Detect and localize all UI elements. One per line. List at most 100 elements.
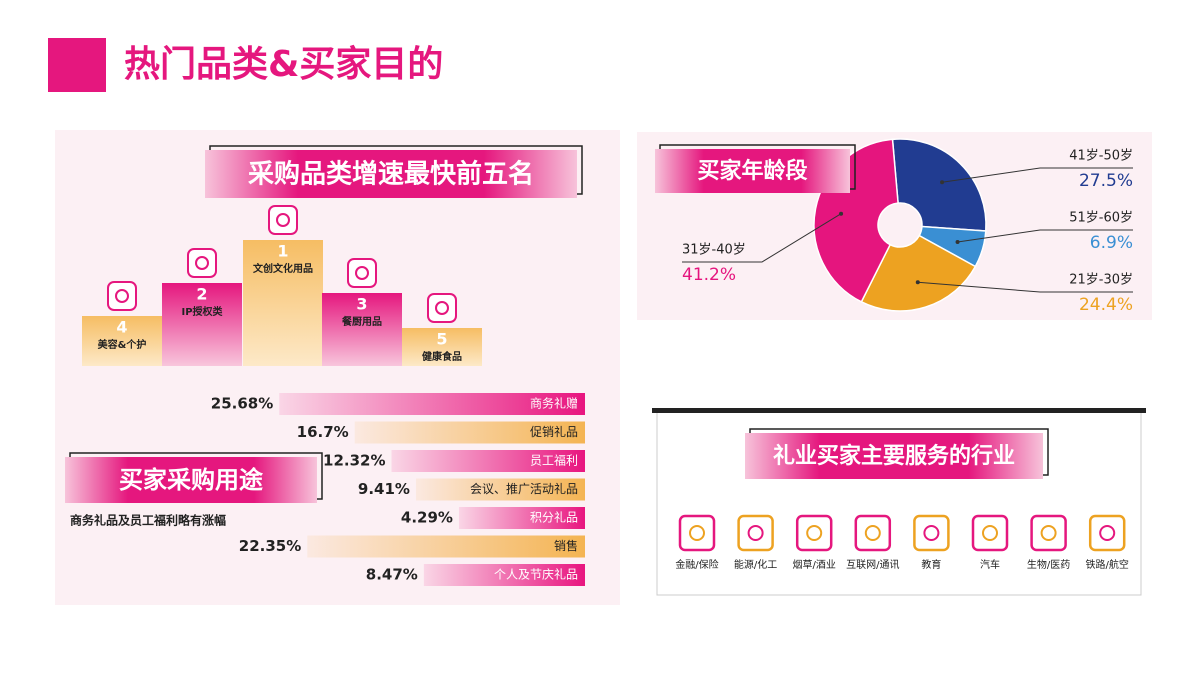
bar-value-label: 9.41%	[358, 480, 410, 498]
podium-icon	[187, 248, 217, 278]
industry-label: 生物/医药	[1027, 558, 1070, 571]
industry-label: 汽车	[980, 558, 1000, 571]
pie-category: 51岁-60岁	[1069, 211, 1133, 226]
podium-step	[402, 328, 482, 366]
podium-icon-dot	[435, 301, 449, 315]
industry-icon	[1088, 514, 1126, 552]
podium-step	[162, 283, 242, 366]
pie-category: 31岁-40岁	[682, 243, 746, 258]
bar-category: 销售	[554, 538, 578, 553]
leader-line	[682, 213, 842, 263]
industry-icon-dot	[923, 525, 940, 541]
podium-step	[243, 240, 323, 366]
bar-category: 会议、推广活动礼品	[470, 481, 578, 496]
leader-line	[917, 281, 1133, 293]
bar	[391, 450, 585, 472]
industry-icon	[737, 514, 774, 552]
pie-slice	[891, 138, 987, 232]
industry-label: 烟草/酒业	[793, 558, 836, 571]
podium-label: 文创文化用品	[253, 262, 313, 275]
bar-category: 个人及节庆礼品	[494, 567, 578, 582]
podium-rank: 2	[196, 285, 207, 304]
banner-title: 采购品类增速最快前五名	[248, 159, 534, 190]
banner-title: 买家年龄段	[697, 158, 807, 184]
leader-line	[957, 229, 1133, 243]
industry-icon	[854, 514, 892, 552]
industry-icon-dot	[689, 525, 705, 541]
pie-value-label: 41.2%	[682, 265, 736, 285]
left-panel	[55, 130, 620, 605]
industry-icon-dot	[982, 525, 998, 541]
podium-icon-dot	[276, 213, 290, 227]
banner	[745, 433, 1043, 479]
leader-dot	[915, 280, 920, 285]
bar-subtitle: 商务礼品及员工福利略有涨幅	[70, 513, 226, 528]
bar-value-label: 22.35%	[239, 537, 301, 555]
bar-category: 员工福利	[530, 453, 578, 468]
podium-rank: 3	[356, 295, 367, 314]
industry-label: 金融/保险	[675, 558, 718, 571]
banner	[205, 150, 577, 198]
podium-label: IP授权类	[181, 305, 222, 318]
leader-dot	[940, 180, 945, 185]
podium-icon-dot	[355, 266, 369, 280]
bar-value-label: 25.68%	[211, 395, 273, 413]
pie-value-label: 24.4%	[1079, 295, 1133, 315]
industry-label: 铁路/航空	[1086, 558, 1129, 571]
pie-value-label: 6.9%	[1090, 233, 1133, 253]
industry-icon	[971, 514, 1009, 552]
bar-value-label: 4.29%	[401, 509, 453, 527]
bar	[423, 564, 585, 586]
page-title: 热门品类&买家目的	[124, 44, 443, 85]
bar	[458, 507, 585, 529]
bar-category: 商务礼赠	[530, 396, 578, 411]
pie-value-label: 27.5%	[1079, 171, 1133, 191]
industry-icon-dot	[1040, 525, 1057, 541]
podium-icon-dot	[115, 289, 129, 303]
bar	[279, 393, 585, 415]
industry-label: 教育	[921, 558, 941, 571]
industry-panel-bar	[652, 408, 1146, 413]
industry-icon	[1030, 514, 1067, 552]
pie-category: 21岁-30岁	[1069, 273, 1133, 288]
bar-value-label: 16.7%	[297, 423, 349, 441]
podium-label: 餐厨用品	[341, 315, 382, 328]
banner-title: 礼业买家主要服务的行业	[773, 443, 1015, 469]
bar	[307, 535, 585, 558]
podium-label: 健康食品	[422, 350, 462, 363]
industry-icon	[795, 514, 833, 552]
banner	[65, 457, 317, 503]
industry-icon	[913, 514, 950, 552]
leader-dot	[955, 239, 960, 244]
industry-icon	[678, 514, 716, 552]
header-square	[48, 38, 106, 92]
pie-slice	[860, 234, 977, 312]
bar-value-label: 8.47%	[366, 566, 418, 584]
podium-icon	[268, 205, 298, 235]
podium-step	[82, 316, 162, 366]
podium-rank: 4	[116, 318, 127, 337]
podium-icon-dot	[195, 256, 209, 270]
bar-category: 积分礼品	[530, 510, 578, 525]
banner-title: 买家采购用途	[119, 466, 264, 494]
bar	[415, 478, 585, 501]
leader-line	[941, 167, 1133, 183]
podium-rank: 1	[277, 242, 288, 261]
industry-icon-dot	[864, 525, 881, 541]
podium-rank: 5	[436, 330, 447, 349]
banner	[655, 149, 850, 193]
bar-category: 促销礼品	[530, 424, 578, 439]
podium-icon	[107, 281, 137, 311]
industry-icon-dot	[747, 525, 764, 541]
industry-icon-dot	[1099, 525, 1116, 541]
podium-label: 美容&个护	[98, 338, 147, 351]
podium-step	[322, 293, 402, 366]
industry-label: 互联网/通讯	[846, 559, 899, 571]
leader-dot	[839, 211, 844, 216]
industry-icon-dot	[806, 525, 823, 541]
bar-value-label: 12.32%	[323, 452, 385, 470]
podium-icon	[427, 293, 457, 323]
pie-category: 41岁-50岁	[1069, 149, 1133, 164]
industry-label: 能源/化工	[734, 558, 777, 571]
